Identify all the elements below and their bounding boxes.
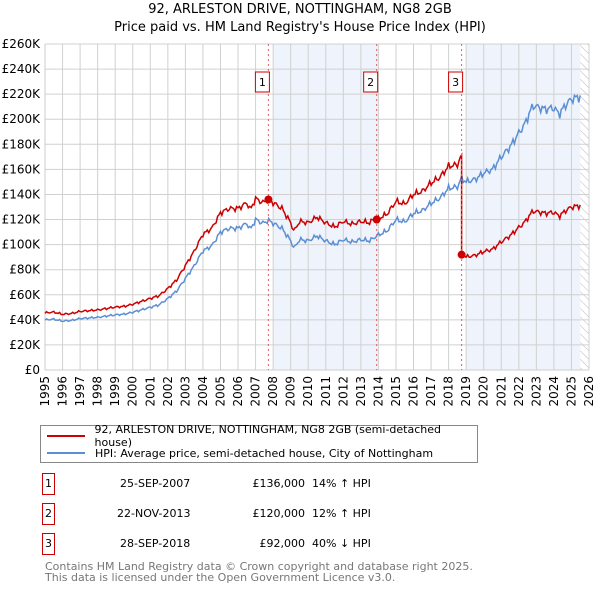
- x-tick-label: 2012: [336, 376, 350, 407]
- x-tick-label: 2001: [143, 376, 157, 407]
- sale-date: 22-NOV-2013: [117, 507, 191, 520]
- x-tick-label: 2016: [407, 376, 421, 407]
- x-tick-label: 2025: [564, 376, 578, 407]
- x-tick-label: 2024: [547, 376, 561, 407]
- line-chart: 1995 1996 1997 1998 1999 2000 2001 2002 2003 2004…: [2, 37, 596, 407]
- x-tick-label: 2004: [196, 376, 210, 407]
- x-tick-label: 2013: [354, 376, 368, 407]
- y-tick-label: £80K: [9, 263, 41, 277]
- sale-badge: 3: [42, 533, 55, 555]
- x-tick-label: 2019: [459, 376, 473, 407]
- y-tick-label: £140K: [2, 187, 42, 201]
- sale-marker-label: 2: [367, 76, 374, 89]
- legend: 92, ARLESTON DRIVE, NOTTINGHAM, NG8 2GB …: [40, 423, 478, 463]
- x-tick-label: 2020: [477, 376, 491, 407]
- legend-label-hpi: HPI: Average price, semi-detached house,…: [95, 446, 434, 460]
- forecast-hatch: [580, 44, 589, 370]
- shaded-period: [466, 44, 581, 370]
- y-tick-label: £160K: [2, 162, 42, 176]
- x-tick-label: 2021: [494, 376, 508, 407]
- legend-label-property: 92, ARLESTON DRIVE, NOTTINGHAM, NG8 2GB …: [94, 423, 441, 449]
- x-tick-label: 1998: [91, 376, 105, 407]
- sale-point: [372, 215, 381, 224]
- legend-item-hpi: HPI: Average price, semi-detached house,…: [47, 445, 433, 461]
- sale-date: 25-SEP-2007: [120, 477, 191, 490]
- sale-point: [264, 195, 273, 204]
- x-tick-label: 1996: [56, 376, 70, 407]
- sale-price: £136,000: [252, 477, 306, 490]
- x-tick-label: 1995: [38, 376, 52, 407]
- x-tick-label: 2026: [582, 376, 596, 407]
- x-tick-label: 2023: [529, 376, 543, 407]
- y-tick-label: £100K: [2, 238, 42, 252]
- property-price-line: [44, 152, 581, 316]
- hpi-line: [44, 93, 581, 323]
- sale-marker-badge: [254, 71, 270, 93]
- y-tick-label: £200K: [2, 112, 42, 126]
- sale-point: [457, 250, 466, 259]
- x-tick-label: 2009: [284, 376, 298, 407]
- sale-row: 3 28-SEP-2018 £92,000 40% ↓ HPI: [40, 533, 480, 555]
- x-tick-label: 1999: [108, 376, 122, 407]
- sale-badge: 1: [42, 473, 55, 495]
- x-tick-label: 2000: [126, 376, 140, 407]
- sale-price: £120,000: [252, 507, 306, 520]
- x-tick-label: 2002: [161, 376, 175, 407]
- x-tick-label: 2014: [371, 376, 385, 407]
- footer-copyright: Contains HM Land Registry data © Crown c…: [45, 560, 473, 573]
- y-tick-label: £0: [25, 363, 40, 377]
- x-tick-label: 2003: [178, 376, 192, 407]
- y-tick-label: £240K: [2, 62, 42, 76]
- chart-subtitle: Price paid vs. HM Land Registry's House …: [114, 20, 486, 35]
- sale-row: 2 22-NOV-2013 £120,000 12% ↑ HPI: [40, 503, 480, 525]
- x-tick-label: 1997: [73, 376, 87, 407]
- legend-swatch-property: [47, 435, 85, 437]
- sale-marker-label: 3: [452, 76, 459, 89]
- sale-marker-badge: [363, 71, 379, 93]
- x-tick-label: 2018: [442, 376, 456, 407]
- y-tick-label: £260K: [2, 37, 42, 51]
- x-tick-label: 2017: [424, 376, 438, 407]
- sale-date: 28-SEP-2018: [120, 537, 191, 550]
- chart-title: 92, ARLESTON DRIVE, NOTTINGHAM, NG8 2GB: [148, 2, 452, 17]
- sale-marker-badge: [448, 71, 464, 93]
- sale-price: £92,000: [259, 537, 306, 550]
- x-tick-label: 2007: [249, 376, 263, 407]
- sale-marker-label: 1: [259, 76, 266, 89]
- sale-hpi-diff: 14% ↑ HPI: [312, 477, 371, 490]
- sale-badge: 2: [42, 503, 55, 525]
- y-tick-label: £40K: [9, 313, 41, 327]
- x-tick-label: 2015: [389, 376, 403, 407]
- footer-licence: This data is licensed under the Open Gov…: [45, 571, 396, 584]
- x-tick-label: 2010: [301, 376, 315, 407]
- x-tick-label: 2022: [512, 376, 526, 407]
- sale-hpi-diff: 12% ↑ HPI: [312, 507, 371, 520]
- x-tick-label: 2008: [266, 376, 280, 407]
- y-tick-label: £20K: [9, 338, 41, 352]
- legend-swatch-hpi: [47, 452, 85, 454]
- y-tick-label: £60K: [9, 288, 41, 302]
- sale-hpi-diff: 40% ↓ HPI: [312, 537, 371, 550]
- x-tick-label: 2011: [319, 376, 333, 407]
- legend-item-property: 92, ARLESTON DRIVE, NOTTINGHAM, NG8 2GB …: [47, 423, 477, 449]
- y-tick-label: £220K: [2, 87, 42, 101]
- sale-row: 1 25-SEP-2007 £136,000 14% ↑ HPI: [40, 473, 480, 495]
- y-tick-label: £120K: [2, 213, 42, 227]
- x-tick-label: 2005: [213, 376, 227, 407]
- x-tick-label: 2006: [231, 376, 245, 407]
- y-tick-label: £180K: [2, 137, 42, 151]
